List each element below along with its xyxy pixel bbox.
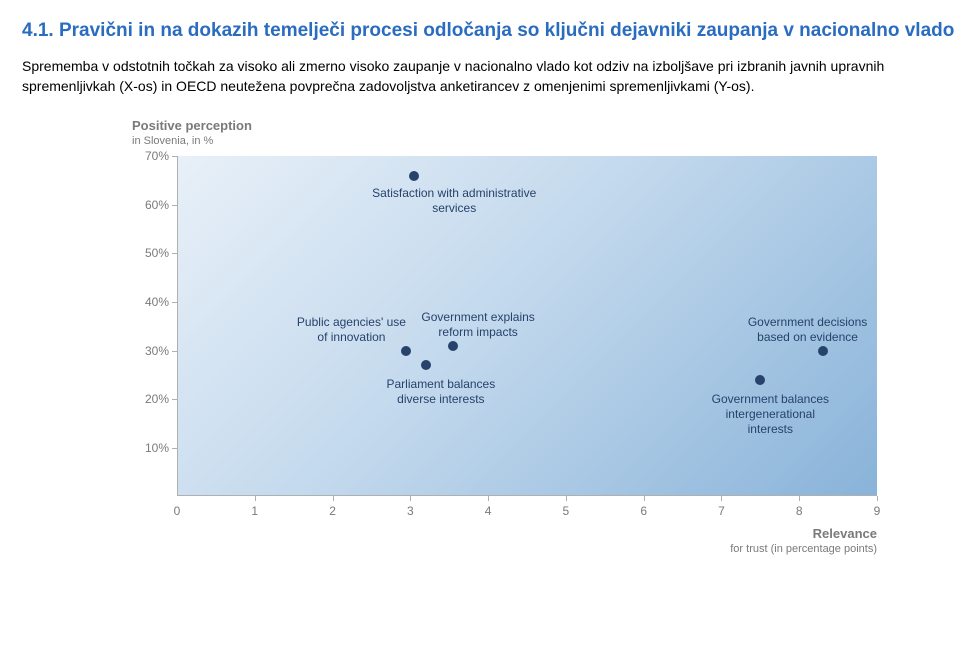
y-tick-label: 70% <box>145 149 169 163</box>
data-point-label: Public agencies' useof innovation <box>297 315 406 345</box>
x-tick-label: 8 <box>796 504 803 518</box>
x-tick-label: 1 <box>251 504 258 518</box>
data-point <box>409 171 419 181</box>
x-tick-label: 9 <box>874 504 881 518</box>
y-tick-label: 20% <box>145 392 169 406</box>
y-tick-label: 50% <box>145 246 169 260</box>
data-point <box>421 360 431 370</box>
x-axis-subtitle: for trust (in percentage points) <box>730 543 877 555</box>
y-axis-subtitle: in Slovenia, in % <box>132 135 213 147</box>
data-point <box>448 341 458 351</box>
x-tick-label: 4 <box>485 504 492 518</box>
x-tick-label: 5 <box>563 504 570 518</box>
section-subheading: Sprememba v odstotnih točkah za visoko a… <box>22 56 958 97</box>
x-tick-label: 3 <box>407 504 414 518</box>
data-point <box>755 375 765 385</box>
data-point-label: Satisfaction with administrativeservices <box>372 186 536 216</box>
plot-area: Relevance for trust (in percentage point… <box>177 156 877 496</box>
data-point <box>401 346 411 356</box>
y-tick-label: 60% <box>145 198 169 212</box>
y-tick-label: 10% <box>145 441 169 455</box>
x-tick-label: 2 <box>329 504 336 518</box>
y-axis-title: Positive perception <box>132 118 252 133</box>
x-axis-title: Relevance <box>813 526 877 541</box>
y-tick-label: 30% <box>145 344 169 358</box>
y-tick-label: 40% <box>145 295 169 309</box>
section-heading: 4.1. Pravični in na dokazih temelječi pr… <box>22 18 958 44</box>
data-point-label: Government decisionsbased on evidence <box>748 315 867 345</box>
data-point-label: Parliament balancesdiverse interests <box>387 377 496 407</box>
data-point-label: Government explainsreform impacts <box>421 310 534 340</box>
data-point <box>818 346 828 356</box>
data-point-label: Government balancesintergenerationalinte… <box>712 392 829 437</box>
x-tick-label: 0 <box>174 504 181 518</box>
x-tick-label: 7 <box>718 504 725 518</box>
x-tick-label: 6 <box>640 504 647 518</box>
